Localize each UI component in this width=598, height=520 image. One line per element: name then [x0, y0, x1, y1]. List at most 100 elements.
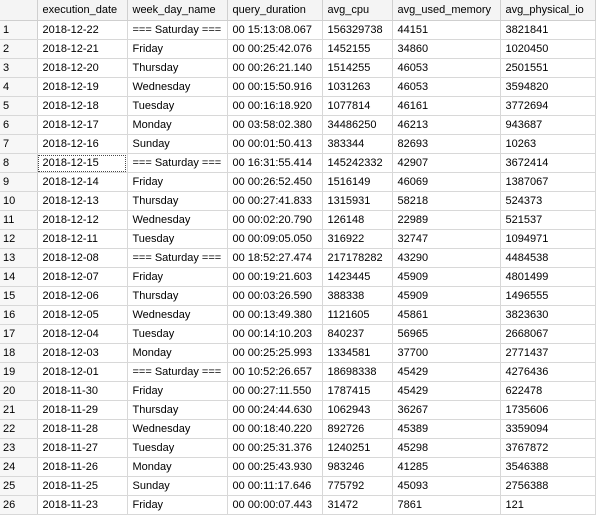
cell-week-day-name[interactable]: Tuesday	[127, 438, 228, 458]
cell-execution-date[interactable]: 2018-12-08	[37, 248, 128, 268]
cell-execution-date[interactable]: 2018-12-18	[37, 96, 128, 116]
cell-avg-physical-io[interactable]: 3359094	[500, 419, 596, 439]
cell-avg-physical-io[interactable]: 2501551	[500, 58, 596, 78]
table-row[interactable]: 26 2018-11-23 Friday 00 00:00:07.443 31472 78…	[0, 495, 596, 515]
row-number-cell[interactable]: 11	[0, 210, 38, 230]
cell-avg-cpu[interactable]: 34486250	[322, 115, 393, 135]
cell-query-duration[interactable]: 00 00:00:07.443	[227, 495, 323, 515]
cell-execution-date[interactable]: 2018-11-29	[37, 400, 128, 420]
table-row[interactable]: 15 2018-12-06 Thursday 00 00:03:26.590 38833…	[0, 286, 596, 306]
cell-avg-cpu[interactable]: 1516149	[322, 172, 393, 192]
cell-avg-cpu[interactable]: 217178282	[322, 248, 393, 268]
cell-avg-cpu[interactable]: 1334581	[322, 343, 393, 363]
cell-avg-cpu[interactable]: 840237	[322, 324, 393, 344]
cell-avg-physical-io[interactable]: 1020450	[500, 39, 596, 59]
table-row[interactable]: 11 2018-12-12 Wednesday 00 00:02:20.790 1261…	[0, 210, 596, 230]
cell-query-duration[interactable]: 00 00:14:10.203	[227, 324, 323, 344]
cell-avg-used-memory[interactable]: 45093	[392, 476, 501, 496]
cell-execution-date[interactable]: 2018-11-23	[37, 495, 128, 515]
cell-avg-cpu[interactable]: 316922	[322, 229, 393, 249]
row-number-cell[interactable]: 21	[0, 400, 38, 420]
cell-avg-cpu[interactable]: 31472	[322, 495, 393, 515]
cell-execution-date[interactable]: 2018-12-19	[37, 77, 128, 97]
row-number-cell[interactable]: 22	[0, 419, 38, 439]
cell-week-day-name[interactable]: Tuesday	[127, 96, 228, 116]
table-row[interactable]: 24 2018-11-26 Monday 00 00:25:43.930 983246 4…	[0, 457, 596, 477]
cell-week-day-name[interactable]: === Saturday ===	[127, 362, 228, 382]
cell-avg-used-memory[interactable]: 46161	[392, 96, 501, 116]
cell-avg-used-memory[interactable]: 45909	[392, 286, 501, 306]
cell-week-day-name[interactable]: Friday	[127, 381, 228, 401]
cell-avg-cpu[interactable]: 1240251	[322, 438, 393, 458]
cell-week-day-name[interactable]: Thursday	[127, 286, 228, 306]
cell-avg-used-memory[interactable]: 56965	[392, 324, 501, 344]
cell-query-duration[interactable]: 00 00:25:31.376	[227, 438, 323, 458]
cell-avg-used-memory[interactable]: 41285	[392, 457, 501, 477]
cell-execution-date[interactable]: 2018-11-27	[37, 438, 128, 458]
cell-execution-date[interactable]: 2018-12-03	[37, 343, 128, 363]
cell-query-duration[interactable]: 00 03:58:02.380	[227, 115, 323, 135]
cell-avg-cpu[interactable]: 1031263	[322, 77, 393, 97]
table-row[interactable]: 25 2018-11-25 Sunday 00 00:11:17.646 775792 4…	[0, 476, 596, 496]
cell-avg-used-memory[interactable]: 7861	[392, 495, 501, 515]
column-header-avg-cpu[interactable]: avg_cpu	[322, 0, 393, 21]
cell-avg-used-memory[interactable]: 37700	[392, 343, 501, 363]
cell-query-duration[interactable]: 00 18:52:27.474	[227, 248, 323, 268]
row-number-cell[interactable]: 13	[0, 248, 38, 268]
cell-week-day-name[interactable]: Sunday	[127, 476, 228, 496]
cell-query-duration[interactable]: 00 00:26:52.450	[227, 172, 323, 192]
cell-avg-physical-io[interactable]: 2668067	[500, 324, 596, 344]
cell-avg-used-memory[interactable]: 45429	[392, 381, 501, 401]
cell-query-duration[interactable]: 00 00:18:40.220	[227, 419, 323, 439]
cell-week-day-name[interactable]: Tuesday	[127, 324, 228, 344]
cell-query-duration[interactable]: 00 00:09:05.050	[227, 229, 323, 249]
cell-avg-cpu[interactable]: 983246	[322, 457, 393, 477]
cell-avg-cpu[interactable]: 1787415	[322, 381, 393, 401]
column-header-execution-date[interactable]: execution_date	[37, 0, 128, 21]
cell-avg-physical-io[interactable]: 3767872	[500, 438, 596, 458]
cell-avg-physical-io[interactable]: 2771437	[500, 343, 596, 363]
cell-avg-used-memory[interactable]: 82693	[392, 134, 501, 154]
cell-week-day-name[interactable]: Friday	[127, 267, 228, 287]
cell-avg-cpu[interactable]: 775792	[322, 476, 393, 496]
cell-avg-used-memory[interactable]: 22989	[392, 210, 501, 230]
table-row[interactable]: 5 2018-12-18 Tuesday 00 00:16:18.920 1077814…	[0, 96, 596, 116]
cell-execution-date[interactable]: 2018-12-06	[37, 286, 128, 306]
table-row[interactable]: 3 2018-12-20 Thursday 00 00:26:21.140 151425…	[0, 58, 596, 78]
cell-week-day-name[interactable]: Wednesday	[127, 305, 228, 325]
table-row[interactable]: 17 2018-12-04 Tuesday 00 00:14:10.203 840237…	[0, 324, 596, 344]
cell-week-day-name[interactable]: Monday	[127, 343, 228, 363]
row-number-cell[interactable]: 7	[0, 134, 38, 154]
cell-execution-date[interactable]: 2018-12-16	[37, 134, 128, 154]
cell-execution-date[interactable]: 2018-11-28	[37, 419, 128, 439]
cell-avg-used-memory[interactable]: 45429	[392, 362, 501, 382]
cell-avg-physical-io[interactable]: 3772694	[500, 96, 596, 116]
cell-week-day-name[interactable]: Friday	[127, 172, 228, 192]
cell-week-day-name[interactable]: Wednesday	[127, 77, 228, 97]
cell-execution-date[interactable]: 2018-12-22	[37, 20, 128, 40]
row-number-cell[interactable]: 25	[0, 476, 38, 496]
cell-avg-cpu[interactable]: 1077814	[322, 96, 393, 116]
table-row[interactable]: 8 2018-12-15 === Saturday === 00 16:31:55.4…	[0, 153, 596, 173]
cell-avg-used-memory[interactable]: 45389	[392, 419, 501, 439]
row-number-cell[interactable]: 1	[0, 20, 38, 40]
cell-query-duration[interactable]: 00 00:25:43.930	[227, 457, 323, 477]
cell-query-duration[interactable]: 00 00:13:49.380	[227, 305, 323, 325]
cell-week-day-name[interactable]: Friday	[127, 39, 228, 59]
cell-avg-physical-io[interactable]: 4276436	[500, 362, 596, 382]
cell-query-duration[interactable]: 00 00:15:50.916	[227, 77, 323, 97]
cell-execution-date[interactable]: 2018-11-26	[37, 457, 128, 477]
cell-execution-date[interactable]: 2018-11-30	[37, 381, 128, 401]
cell-avg-cpu[interactable]: 1315931	[322, 191, 393, 211]
cell-query-duration[interactable]: 00 00:11:17.646	[227, 476, 323, 496]
row-number-cell[interactable]: 23	[0, 438, 38, 458]
table-row[interactable]: 12 2018-12-11 Tuesday 00 00:09:05.050 316922…	[0, 229, 596, 249]
column-header-week-day-name[interactable]: week_day_name	[127, 0, 228, 21]
cell-week-day-name[interactable]: Sunday	[127, 134, 228, 154]
cell-avg-cpu[interactable]: 1423445	[322, 267, 393, 287]
cell-avg-physical-io[interactable]: 3546388	[500, 457, 596, 477]
cell-query-duration[interactable]: 00 16:31:55.414	[227, 153, 323, 173]
cell-avg-physical-io[interactable]: 1387067	[500, 172, 596, 192]
cell-week-day-name[interactable]: Thursday	[127, 58, 228, 78]
